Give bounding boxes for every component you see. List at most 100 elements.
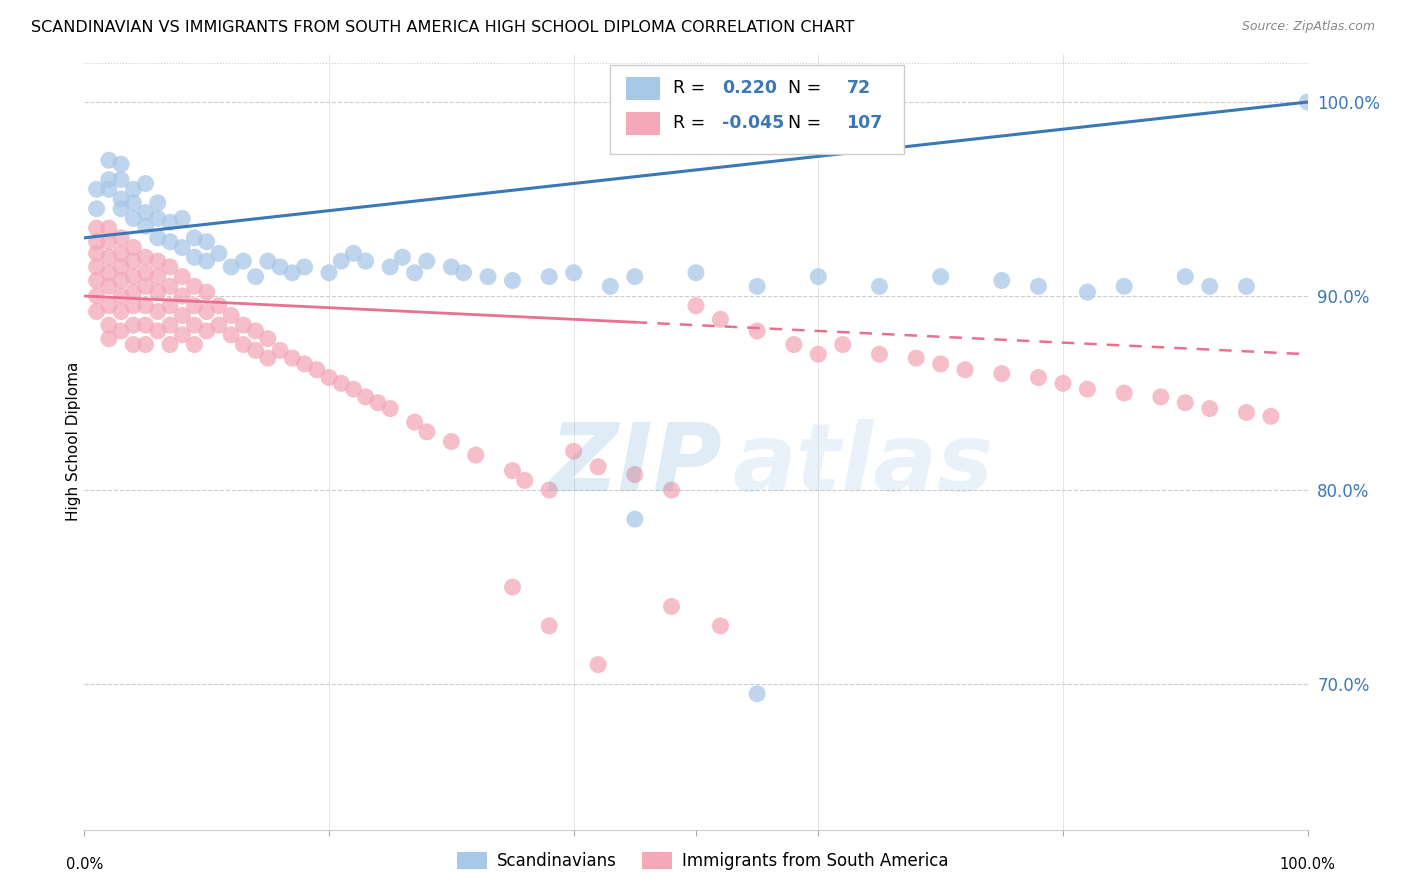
Point: [1198, 401, 1220, 416]
Point: [661, 483, 683, 497]
Text: ZIP: ZIP: [550, 419, 723, 511]
Point: [172, 309, 194, 323]
Point: [354, 254, 377, 268]
Point: [172, 327, 194, 342]
Text: 107: 107: [846, 114, 883, 132]
Point: [685, 299, 707, 313]
Point: [86, 246, 108, 260]
Point: [416, 425, 439, 439]
Point: [97, 250, 120, 264]
Point: [172, 240, 194, 255]
Point: [97, 299, 120, 313]
Point: [367, 396, 389, 410]
Point: [159, 279, 181, 293]
Point: [159, 318, 181, 333]
Point: [208, 318, 231, 333]
Point: [146, 211, 169, 226]
Point: [1296, 95, 1319, 109]
Point: [342, 246, 364, 260]
Point: [86, 202, 108, 216]
Point: [661, 599, 683, 614]
Point: [380, 401, 402, 416]
FancyBboxPatch shape: [626, 112, 661, 135]
Point: [477, 269, 499, 284]
Point: [122, 211, 145, 226]
Point: [807, 347, 830, 361]
Point: [709, 619, 731, 633]
Point: [747, 279, 769, 293]
Point: [122, 299, 145, 313]
Point: [380, 260, 402, 274]
Point: [110, 304, 132, 318]
Text: 100.0%: 100.0%: [1279, 857, 1336, 872]
Point: [305, 363, 328, 377]
Point: [502, 580, 524, 594]
Point: [869, 347, 891, 361]
Point: [172, 211, 194, 226]
FancyBboxPatch shape: [610, 65, 904, 154]
Point: [281, 351, 304, 365]
Point: [538, 619, 561, 633]
Point: [245, 324, 267, 338]
Point: [110, 260, 132, 274]
Point: [86, 273, 108, 287]
Point: [183, 318, 205, 333]
Point: [257, 332, 280, 346]
Point: [330, 254, 353, 268]
Point: [97, 279, 120, 293]
Point: [135, 266, 157, 280]
Point: [195, 254, 218, 268]
Point: [929, 269, 952, 284]
Point: [110, 273, 132, 287]
Point: [135, 318, 157, 333]
Point: [391, 250, 413, 264]
Point: [159, 299, 181, 313]
Point: [146, 304, 169, 318]
Point: [97, 332, 120, 346]
Point: [208, 246, 231, 260]
Point: [905, 351, 928, 365]
Point: [146, 285, 169, 300]
Point: [195, 235, 218, 249]
Text: 0.0%: 0.0%: [66, 857, 103, 872]
Point: [599, 279, 621, 293]
Point: [97, 172, 120, 186]
Point: [747, 324, 769, 338]
Point: [624, 467, 647, 482]
Legend: Scandinavians, Immigrants from South America: Scandinavians, Immigrants from South Ame…: [451, 845, 955, 877]
Point: [159, 235, 181, 249]
Point: [122, 318, 145, 333]
Point: [318, 266, 340, 280]
Point: [747, 687, 769, 701]
Point: [1028, 279, 1050, 293]
Point: [245, 343, 267, 358]
Point: [97, 182, 120, 196]
Point: [354, 390, 377, 404]
Point: [269, 343, 291, 358]
Point: [97, 153, 120, 168]
Point: [232, 318, 254, 333]
Point: [86, 235, 108, 249]
Point: [294, 260, 316, 274]
Point: [135, 177, 157, 191]
Point: [122, 182, 145, 196]
Point: [146, 195, 169, 210]
Point: [195, 304, 218, 318]
Point: [562, 444, 585, 458]
Point: [122, 240, 145, 255]
Text: R =: R =: [672, 79, 710, 97]
Point: [1198, 279, 1220, 293]
Point: [685, 266, 707, 280]
Point: [991, 273, 1014, 287]
Point: [159, 215, 181, 229]
Point: [110, 202, 132, 216]
Point: [110, 231, 132, 245]
Point: [122, 285, 145, 300]
Point: [586, 459, 609, 474]
Point: [440, 434, 463, 449]
Point: [232, 337, 254, 351]
Text: -0.045: -0.045: [721, 114, 785, 132]
Point: [1114, 386, 1136, 401]
Point: [281, 266, 304, 280]
Point: [586, 657, 609, 672]
